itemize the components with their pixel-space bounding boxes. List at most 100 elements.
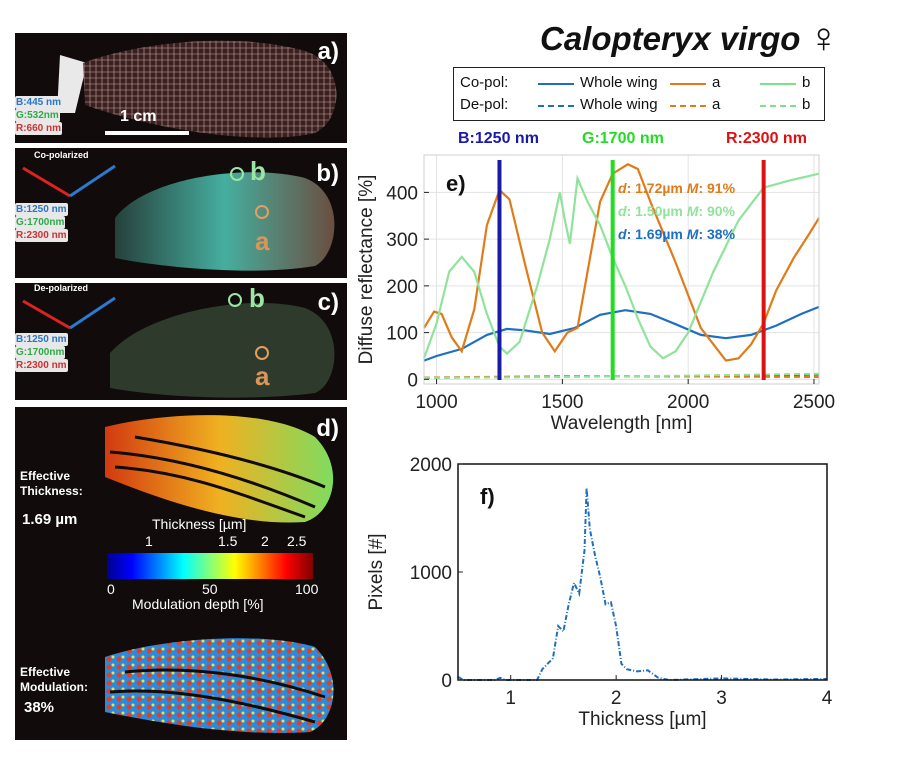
- mode-label: De-polarized: [34, 283, 89, 293]
- band-r: R:2300 nm: [15, 359, 68, 372]
- effective-thickness-value: 1.69 µm: [22, 511, 78, 528]
- band-g: G:532nm: [15, 109, 60, 122]
- legend-entry-label: Whole wing: [580, 74, 658, 91]
- panel-label: f): [480, 484, 495, 509]
- point-b-label: b: [250, 156, 266, 186]
- y-tick-label: 200: [386, 277, 418, 298]
- point-b-label: b: [249, 283, 265, 313]
- plot-frame: [423, 154, 820, 385]
- y-tick-label: 0: [441, 671, 452, 692]
- point-a-label: a: [255, 361, 270, 391]
- x-axis-label: Thickness [µm]: [578, 709, 706, 730]
- legend-line-swatch: [760, 105, 796, 107]
- band-g: G:1700nm: [15, 346, 66, 359]
- y-tick-label: 2000: [410, 455, 452, 476]
- wing-visible-image: [57, 40, 337, 138]
- x-tick-label: 2000: [667, 392, 709, 413]
- legend-row-label: Co-pol:: [460, 74, 509, 91]
- fit-annotation: d: 1.72µm M: 91%: [618, 180, 736, 196]
- colorbar-bottom-title: Modulation depth [%]: [132, 596, 264, 612]
- wing-copolarized-image: [22, 164, 335, 271]
- legend-entry-label: Whole wing: [580, 96, 658, 113]
- series-line: [423, 375, 820, 379]
- y-tick-label: 100: [386, 324, 418, 345]
- colorbar-bottom-tick: 100: [295, 581, 319, 597]
- band-r: R:2300 nm: [15, 229, 68, 242]
- legend-line-swatch: [538, 83, 574, 85]
- modulation-map: [105, 638, 334, 733]
- panel-d: Effective Thickness: 1.69 µm Thickness […: [15, 407, 347, 740]
- x-tick-label: 2500: [793, 392, 835, 413]
- x-tick-label: 1: [505, 688, 516, 709]
- thickness-modulation-maps: [105, 415, 334, 733]
- panel-label-c: c): [317, 289, 339, 316]
- colorbar-top-tick: 1: [145, 533, 153, 549]
- legend-entry-label: b: [802, 96, 811, 113]
- fit-annotation: d: 1.50µm M: 90%: [618, 203, 736, 219]
- panel-c: De-polarized B:1250 nm G:1700nm R:2300 n…: [15, 283, 347, 400]
- effective-modulation-label: Effective Modulation:: [20, 665, 88, 694]
- panel-label: e): [446, 171, 466, 196]
- panel-a: B:445 nm G:532nm R:660 nm 1 cm a): [15, 33, 347, 143]
- x-tick-label: 1500: [541, 392, 583, 413]
- legend-line-swatch: [538, 105, 574, 107]
- colorbar-top-tick: 2: [261, 533, 269, 549]
- colorbar-bottom-tick: 0: [107, 581, 115, 597]
- legend: Co-pol: Whole wing a b De-pol: Whole wing a b: [453, 67, 825, 121]
- scale-bar-label: 1 cm: [120, 108, 157, 125]
- band-g: G:1700nm: [15, 216, 66, 229]
- legend-line-swatch: [670, 105, 706, 107]
- x-axis-label: Wavelength [nm]: [551, 413, 693, 434]
- colorbar-top-title: Thickness [µm]: [152, 516, 247, 532]
- fit-annotation: d: 1.69µm M: 38%: [618, 226, 736, 242]
- colorbar-bottom-tick: 50: [202, 581, 218, 597]
- series-line: [423, 372, 820, 379]
- x-tick-label: 1000: [415, 392, 457, 413]
- y-tick-label: 300: [386, 230, 418, 251]
- female-symbol-icon: ♀: [808, 14, 840, 61]
- mode-label: Co-polarized: [34, 150, 89, 160]
- y-axis-label: Pixels [#]: [366, 533, 387, 610]
- plot-frame: [457, 463, 828, 681]
- legend-row-label: De-pol:: [460, 96, 509, 113]
- series-line: [423, 163, 820, 362]
- point-a-label: a: [255, 226, 270, 256]
- band-r: R:660 nm: [15, 122, 63, 135]
- band-label-b: B:1250 nm: [458, 130, 539, 147]
- species-title: Calopteryx virgo: [540, 20, 801, 57]
- series-line: [423, 305, 820, 362]
- legend-entry-label: b: [802, 74, 811, 91]
- legend-row: Co-pol: Whole wing a b: [460, 74, 820, 94]
- wing-depolarized-image: [22, 293, 335, 398]
- band-b: B:1250 nm: [15, 203, 68, 216]
- x-tick-label: 2: [611, 688, 622, 709]
- x-tick-label: 4: [822, 688, 833, 709]
- legend-entry-label: a: [712, 96, 721, 113]
- x-tick-label: 3: [716, 688, 727, 709]
- series-line: [422, 172, 820, 360]
- panel-label-b: b): [316, 160, 339, 187]
- colorbar-top-tick: 1.5: [218, 533, 238, 549]
- legend-line-swatch: [760, 83, 796, 85]
- band-b: B:445 nm: [15, 96, 63, 109]
- band-b: B:1250 nm: [15, 333, 68, 346]
- colorbar: [107, 553, 313, 579]
- effective-thickness-label: Effective Thickness:: [20, 469, 83, 498]
- band-label-g: G:1700 nm: [582, 130, 664, 147]
- legend-row: De-pol: Whole wing a b: [460, 96, 820, 116]
- y-axis-label: Diffuse reflectance [%]: [356, 175, 377, 365]
- y-tick-label: 400: [386, 183, 418, 204]
- y-tick-label: 0: [407, 370, 418, 391]
- legend-line-swatch: [670, 83, 706, 85]
- panel-label-a: a): [317, 38, 339, 65]
- legend-entry-label: a: [712, 74, 721, 91]
- effective-modulation-value: 38%: [24, 699, 55, 716]
- band-label-r: R:2300 nm: [726, 130, 807, 147]
- y-tick-label: 1000: [410, 563, 452, 584]
- panel-label-d: d): [316, 415, 339, 442]
- series-line: [457, 487, 828, 682]
- colorbar-top-tick: 2.5: [287, 533, 307, 549]
- panel-b: Co-polarized B:1250 nm G:1700nm R:2300 n…: [15, 148, 347, 278]
